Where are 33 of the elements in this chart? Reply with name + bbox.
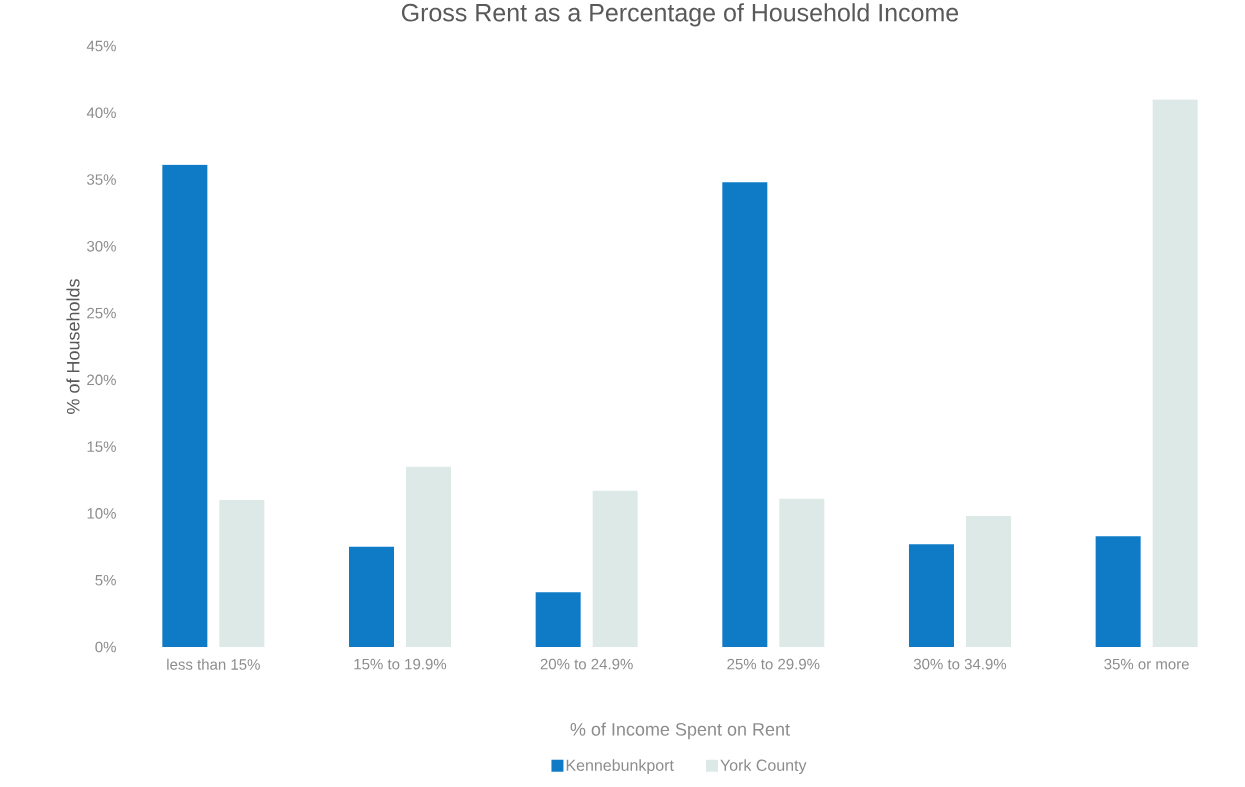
bar [349, 546, 394, 647]
bar [1152, 99, 1198, 647]
y-tick-label: 40% [86, 107, 116, 119]
x-tick-label: 20% to 24.9% [540, 658, 633, 670]
y-tick-label: 5% [95, 574, 116, 586]
bar [406, 466, 451, 647]
bar [779, 498, 825, 647]
x-tick-label: 35% or more [1104, 658, 1189, 670]
y-tick-label: 10% [87, 508, 116, 519]
bar [908, 544, 954, 647]
x-tick-label: 25% to 29.9% [727, 658, 820, 670]
y-tick-label: 35% [87, 174, 116, 185]
y-tick-label: 45% [86, 40, 116, 52]
legend-label: York County [720, 759, 807, 775]
y-tick-label: 20% [87, 374, 116, 386]
bar [535, 592, 581, 647]
bar [592, 490, 638, 647]
y-tick-label: 25% [87, 307, 116, 319]
x-tick-label: 15% to 19.9% [354, 658, 447, 670]
y-axis-title: % of Households [66, 279, 80, 414]
legend-label: Kennebunkport [566, 759, 674, 775]
bar [965, 516, 1011, 647]
x-axis-title: % of Income Spent on Rent [570, 722, 790, 740]
y-tick-label: 30% [87, 241, 116, 252]
bar [219, 500, 265, 647]
bar [1095, 536, 1141, 647]
chart-title: Gross Rent as a Percentage of Household Income [401, 3, 959, 27]
bar [162, 164, 208, 647]
y-tick-label: 0% [95, 641, 116, 653]
bar [722, 182, 768, 647]
x-tick-label: 30% to 34.9% [913, 658, 1007, 670]
y-tick-label: 15% [87, 441, 116, 452]
x-tick-label: less than 15% [167, 658, 260, 670]
